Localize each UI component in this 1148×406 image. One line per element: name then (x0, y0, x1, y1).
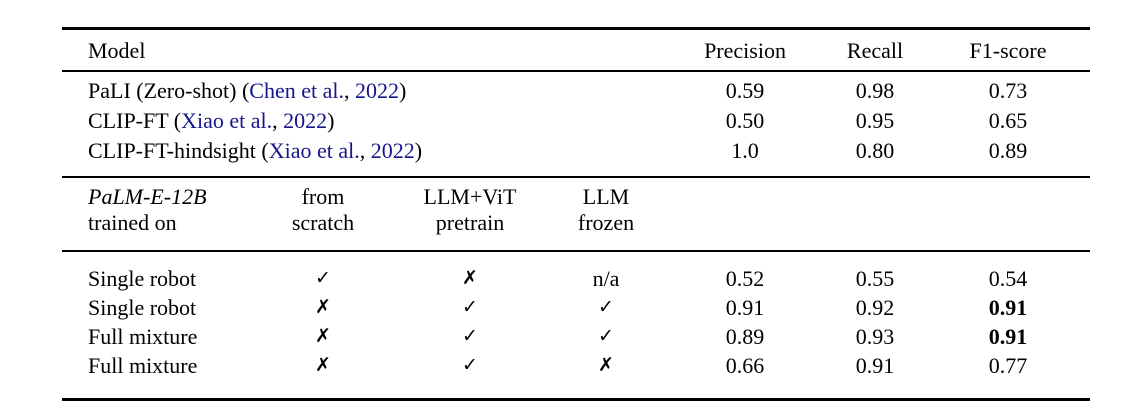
model-name-suffix: ) (327, 108, 335, 133)
f1-cell: 0.77 (988, 353, 1028, 378)
recall-cell: 0.80 (855, 138, 895, 163)
f1-cell: 0.65 (988, 108, 1028, 133)
citation-separator: , (272, 108, 284, 133)
recall-cell: 0.55 (855, 266, 895, 291)
cross-icon: ✗ (315, 325, 331, 347)
precision-cell: 0.50 (725, 108, 765, 133)
column-header-recall: Recall (846, 38, 904, 63)
results-table: Model Precision Recall F1-score PaLI (Ze… (62, 27, 1091, 401)
model-name-suffix: ) (414, 138, 423, 163)
precision-cell: 0.91 (725, 295, 765, 320)
model-name-suffix: ) (398, 78, 407, 103)
cross-icon: ✗ (598, 354, 614, 376)
table-row: CLIP-FT (Xiao et al., 2022) 0.50 0.95 0.… (62, 106, 1090, 136)
precision-cell: 0.66 (725, 353, 765, 378)
column-header-f1: F1-score (969, 38, 1047, 63)
llm-vit-line1: LLM+ViT (423, 184, 517, 209)
training-config-cell: Single robot (88, 266, 197, 291)
subheader-llm-vit-pretrain: LLM+ViT pretrain (394, 177, 546, 251)
empty-cell (824, 177, 926, 251)
check-icon: ✓ (598, 325, 614, 347)
subheader-row: PaLM-E-12B trained on from scratch LLM+V… (62, 177, 1091, 251)
cross-icon: ✗ (462, 267, 478, 289)
table-row: CLIP-FT-hindsight (Xiao et al., 2022) 1.… (62, 136, 1091, 177)
cross-icon: ✗ (315, 354, 331, 376)
palme-model-label: PaLM-E-12B (88, 184, 207, 209)
na-flag: n/a (592, 266, 620, 291)
recall-cell: 0.93 (855, 324, 895, 349)
citation-link[interactable]: Xiao et al. (181, 108, 273, 133)
f1-cell: 0.89 (988, 138, 1028, 163)
citation-link[interactable]: Chen et al. (249, 78, 344, 103)
training-config-cell: Full mixture (88, 353, 198, 378)
model-name: CLIP-FT-hindsight ( (88, 138, 269, 163)
subheader-from-scratch: from scratch (252, 177, 394, 251)
from-scratch-line1: from (301, 184, 345, 209)
training-config-cell: Full mixture (88, 324, 198, 349)
empty-cell (926, 177, 1090, 251)
citation-separator: , (359, 138, 371, 163)
empty-cell (666, 177, 824, 251)
model-name: PaLI (Zero-shot) ( (88, 78, 250, 103)
check-icon: ✓ (462, 325, 478, 347)
subheader-model-cell: PaLM-E-12B trained on (62, 177, 252, 251)
check-icon: ✓ (462, 296, 478, 318)
table-row: PaLI (Zero-shot) (Chen et al., 2022) 0.5… (62, 71, 1090, 106)
model-cell: CLIP-FT (Xiao et al., 2022) (62, 106, 666, 136)
table-header-row: Model Precision Recall F1-score (62, 29, 1091, 71)
recall-cell: 0.98 (855, 78, 895, 103)
check-icon: ✓ (315, 267, 331, 289)
table-row: Single robot ✗ ✓ ✓ 0.91 0.92 0.91 (62, 293, 1090, 322)
f1-cell: 0.91 (988, 295, 1028, 320)
f1-cell: 0.54 (988, 266, 1028, 291)
cross-icon: ✗ (315, 296, 331, 318)
citation-year-link[interactable]: 2022 (354, 78, 399, 103)
f1-cell: 0.73 (988, 78, 1028, 103)
f1-cell: 0.91 (988, 324, 1028, 349)
citation-year-link[interactable]: 2022 (283, 108, 328, 133)
citation-link[interactable]: Xiao et al. (268, 138, 360, 163)
trained-on-label: trained on (88, 210, 177, 235)
check-icon: ✓ (462, 354, 478, 376)
llm-frozen-line1: LLM (582, 184, 630, 209)
table-row: Full mixture ✗ ✓ ✗ 0.66 0.91 0.77 (62, 351, 1090, 400)
recall-cell: 0.92 (855, 295, 895, 320)
subheader-llm-frozen: LLM frozen (546, 177, 666, 251)
from-scratch-line2: scratch (291, 210, 355, 235)
precision-cell: 1.0 (731, 138, 759, 163)
column-header-precision: Precision (704, 38, 786, 63)
model-cell: PaLI (Zero-shot) (Chen et al., 2022) (62, 71, 666, 106)
training-config-cell: Single robot (88, 295, 197, 320)
recall-cell: 0.91 (855, 353, 895, 378)
model-name: CLIP-FT ( (88, 108, 182, 133)
precision-cell: 0.52 (725, 266, 765, 291)
citation-year-link[interactable]: 2022 (370, 138, 415, 163)
precision-cell: 0.59 (725, 78, 765, 103)
llm-vit-line2: pretrain (435, 210, 505, 235)
citation-separator: , (343, 78, 355, 103)
recall-cell: 0.95 (855, 108, 895, 133)
check-icon: ✓ (598, 296, 614, 318)
column-header-model: Model (88, 38, 146, 63)
table-row: Full mixture ✗ ✓ ✓ 0.89 0.93 0.91 (62, 322, 1090, 351)
precision-cell: 0.89 (725, 324, 765, 349)
table-row: Single robot ✓ ✗ n/a 0.52 0.55 0.54 (62, 251, 1090, 293)
model-cell: CLIP-FT-hindsight (Xiao et al., 2022) (62, 136, 666, 177)
llm-frozen-line2: frozen (577, 210, 635, 235)
